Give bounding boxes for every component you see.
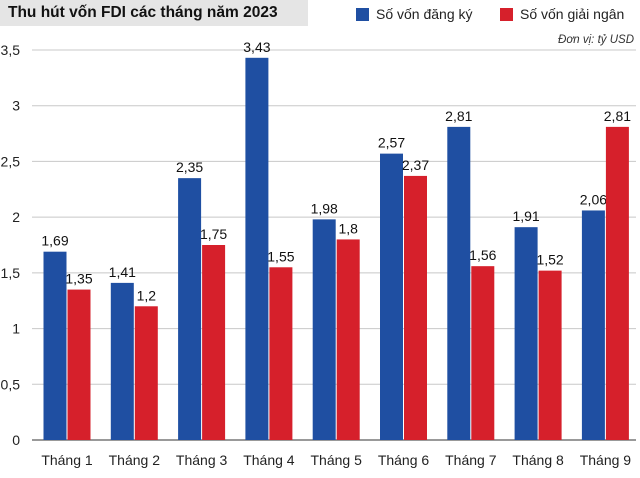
data-label-registered: 2,35 <box>176 159 203 175</box>
bar-registered <box>581 210 605 440</box>
bar-registered <box>514 227 538 440</box>
y-tick-label: 1,5 <box>1 265 21 281</box>
x-tick-label: Tháng 7 <box>445 452 497 468</box>
y-tick-label: 1 <box>12 321 20 337</box>
legend-label-disbursed: Số vốn giải ngân <box>520 6 625 22</box>
legend-label-registered: Số vốn đăng ký <box>376 6 473 22</box>
data-label-disbursed: 1,56 <box>469 247 496 263</box>
bar-registered <box>447 126 471 440</box>
unit-label: Đơn vị: tỷ USD <box>558 34 634 46</box>
x-tick-label: Tháng 2 <box>109 452 161 468</box>
data-label-registered: 2,81 <box>445 108 472 124</box>
y-tick-label: 2,5 <box>1 153 21 169</box>
data-label-disbursed: 2,81 <box>604 108 631 124</box>
x-tick-label: Tháng 1 <box>41 452 93 468</box>
data-label-disbursed: 1,75 <box>200 226 227 242</box>
data-label-disbursed: 1,8 <box>338 220 358 236</box>
bar-disbursed <box>471 266 495 440</box>
bar-disbursed <box>336 239 360 440</box>
chart-header: Thu hút vốn FDI các tháng năm 2023 Số vố… <box>0 0 640 28</box>
bar-registered <box>312 219 336 440</box>
bar-registered <box>110 282 134 440</box>
y-tick-label: 0 <box>12 432 20 448</box>
data-label-registered: 1,98 <box>311 200 338 216</box>
x-tick-label: Tháng 5 <box>311 452 363 468</box>
bar-registered <box>178 178 202 440</box>
bar-disbursed <box>134 306 158 440</box>
bar-registered <box>43 251 67 440</box>
bar-registered <box>380 153 403 440</box>
bar-disbursed <box>605 126 629 440</box>
bar-disbursed <box>269 267 293 440</box>
y-tick-label: 2 <box>12 209 20 225</box>
data-label-disbursed: 1,55 <box>267 248 294 264</box>
x-tick-label: Tháng 9 <box>580 452 632 468</box>
bar-registered <box>245 57 269 441</box>
y-tick-label: 3 <box>12 98 20 114</box>
data-label-registered: 1,91 <box>512 208 539 224</box>
bar-disbursed <box>67 289 91 440</box>
data-label-disbursed: 1,2 <box>137 287 157 303</box>
data-label-disbursed: 1,35 <box>65 271 92 287</box>
x-tick-label: Tháng 3 <box>176 452 228 468</box>
data-label-disbursed: 2,37 <box>402 157 429 173</box>
bar-disbursed <box>404 175 427 440</box>
y-tick-label: 3,5 <box>1 42 21 58</box>
data-label-disbursed: 1,52 <box>536 252 563 268</box>
data-label-registered: 2,57 <box>378 135 405 151</box>
y-tick-label: 0,5 <box>1 376 21 392</box>
legend-swatch-registered <box>356 8 369 21</box>
x-tick-label: Tháng 8 <box>512 452 564 468</box>
data-label-registered: 3,43 <box>243 39 270 55</box>
chart-title: Thu hút vốn FDI các tháng năm 2023 <box>8 4 278 21</box>
legend-swatch-disbursed <box>500 8 513 21</box>
bar-disbursed <box>202 245 226 440</box>
x-tick-label: Tháng 6 <box>378 452 430 468</box>
title-bar: Thu hút vốn FDI các tháng năm 2023 <box>0 0 308 26</box>
x-tick-label: Tháng 4 <box>243 452 295 468</box>
bar-disbursed <box>538 270 562 440</box>
data-label-registered: 2,06 <box>580 191 607 207</box>
data-label-registered: 1,41 <box>109 264 136 280</box>
data-label-registered: 1,69 <box>41 233 68 249</box>
